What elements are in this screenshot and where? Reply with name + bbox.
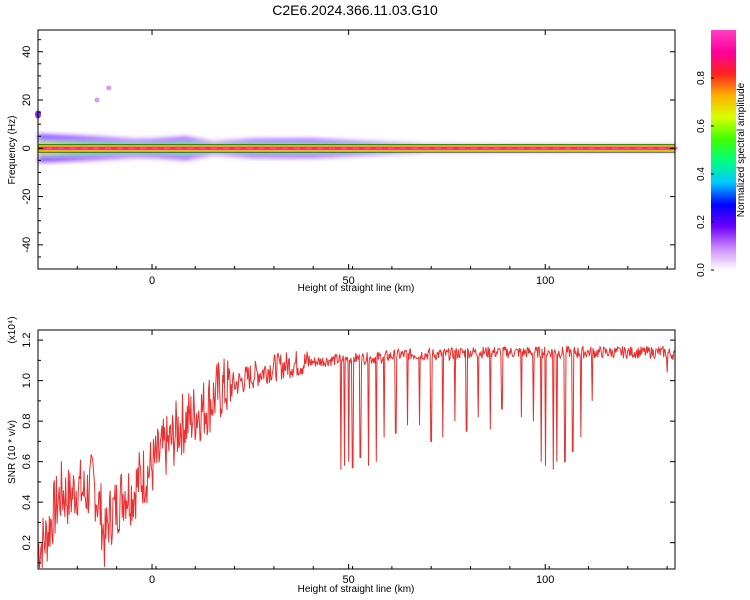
x-tick-label: 100 (536, 275, 554, 287)
y-tick-label: 1.2 (21, 332, 33, 347)
snr-y-ticks: 0.2 0.4 0.6 0.8 1.0 1.2 (21, 332, 675, 564)
snr-series-layer (37, 345, 675, 569)
colorbar-tick-label: 0.4 (696, 167, 707, 181)
spectral-ridge-layer (38, 143, 678, 153)
spectral-spot (94, 97, 100, 103)
spectrogram-y-label: Frequency (Hz) (7, 116, 18, 185)
x-tick-label: 50 (343, 574, 355, 586)
y-tick-label: 20 (21, 94, 33, 106)
colorbar-tick-label: 0.8 (696, 71, 707, 85)
spectrogram-y-ticks: 40 20 0 -20 -40 (21, 39, 675, 270)
y-tick-label: -40 (21, 237, 33, 253)
snr-x-ticks: 0 50 100 (37, 330, 668, 586)
x-tick-label: 0 (149, 275, 155, 287)
spectrogram-x-label: Height of straight line (km) (298, 283, 415, 294)
x-tick-label: 100 (536, 574, 554, 586)
figure-title: C2E6.2024.366.11.03.G10 (272, 2, 438, 18)
colorbar-tick-label: 0.6 (696, 119, 707, 133)
x-tick-label: 50 (343, 275, 355, 287)
snr-y-label: SNR (10 * v/v) (7, 420, 18, 484)
y-tick-label: 0.8 (21, 413, 33, 428)
snr-x-label: Height of straight line (km) (298, 584, 415, 595)
spectrogram-frame (37, 29, 676, 270)
spectral-spot (106, 85, 112, 91)
colorbar-ticks: 0.0 0.2 0.4 0.6 0.8 (696, 71, 714, 277)
colorbar-tick-label: 0.2 (696, 215, 707, 229)
x-tick-label: 0 (149, 574, 155, 586)
colorbar-tick-label: 0.0 (696, 263, 707, 277)
y-tick-label: 40 (21, 46, 33, 58)
y-tick-label: 0.6 (21, 454, 33, 469)
snr-panel: 0 50 100 0.2 0.4 0.6 0.8 1.0 1.2 Height of stra… (7, 316, 676, 595)
colorbar-label: Normalized spectral amplitude (736, 82, 747, 217)
spectrogram-panel: 0 50 100 40 20 0 -20 -40 Height of straight li… (7, 29, 678, 294)
y-tick-label: 0.2 (21, 535, 33, 550)
snr-line (37, 345, 675, 569)
spectrogram-x-ticks: 0 50 100 (37, 30, 668, 287)
y-tick-label: 1.0 (21, 373, 33, 388)
snr-background (38, 330, 675, 569)
colorbar-gradient (711, 30, 736, 270)
snr-frame (37, 329, 676, 570)
y-tick-label: 0.4 (21, 495, 33, 510)
colorbar: 0.0 0.2 0.4 0.6 0.8 Normalized spectral ampl… (696, 30, 747, 277)
y-tick-label: 0 (21, 145, 33, 151)
snr-y-multiplier: (x10⁴) (7, 316, 18, 343)
y-tick-label: -20 (21, 189, 33, 205)
